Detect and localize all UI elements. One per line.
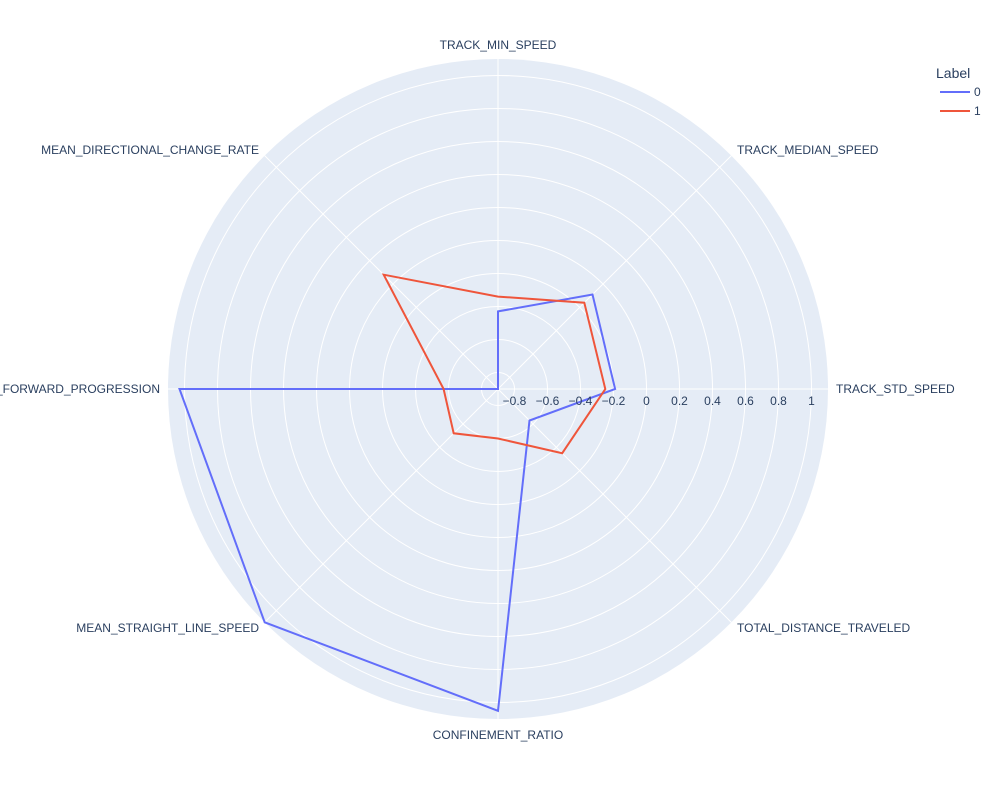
angular-axis-labels: TRACK_MIN_SPEED TRACK_MEDIAN_SPEED TRACK_S… [0, 38, 955, 742]
radial-tick-label: 0 [643, 394, 650, 408]
radial-tick-labels: −0.8 −0.6 −0.4 −0.2 0 0.2 0.4 0.6 0.8 1 [503, 394, 816, 408]
radial-tick-label: 0.4 [704, 394, 721, 408]
angular-axis-label: TRACK_STD_SPEED [836, 382, 955, 396]
legend: Label 01 [936, 65, 981, 118]
angular-gridline [264, 155, 499, 390]
radial-tick-label: −0.8 [503, 394, 527, 408]
angular-gridline [497, 155, 732, 390]
series-line-0[interactable] [178, 293, 617, 713]
angular-gridline [264, 388, 499, 623]
legend-items: 01 [940, 85, 981, 118]
angular-axis-label: TOTAL_DISTANCE_TRAVELED [737, 621, 910, 635]
radial-tick-label: 0.8 [770, 394, 787, 408]
series-line-1[interactable] [381, 273, 607, 455]
radial-tick-label: 1 [808, 394, 815, 408]
radial-tick-label: −0.2 [602, 394, 626, 408]
angular-axis-label: _FORWARD_PROGRESSION [0, 382, 160, 396]
series-layer [178, 273, 617, 713]
legend-title: Label [936, 65, 970, 81]
radial-tick-label: 0.2 [671, 394, 688, 408]
radial-tick-label: −0.4 [569, 394, 593, 408]
angular-axis-label: CONFINEMENT_RATIO [433, 728, 563, 742]
angular-gridline [497, 388, 732, 623]
legend-label-1[interactable]: 1 [974, 104, 981, 118]
angular-axis-label: TRACK_MEDIAN_SPEED [737, 143, 879, 157]
legend-label-0[interactable]: 0 [974, 85, 981, 99]
angular-axis-label: TRACK_MIN_SPEED [440, 38, 557, 52]
radial-tick-label: −0.6 [536, 394, 560, 408]
radial-tick-label: 0.6 [737, 394, 754, 408]
angular-axis-label: MEAN_DIRECTIONAL_CHANGE_RATE [41, 143, 259, 157]
angular-axis-label: MEAN_STRAIGHT_LINE_SPEED [76, 621, 259, 635]
